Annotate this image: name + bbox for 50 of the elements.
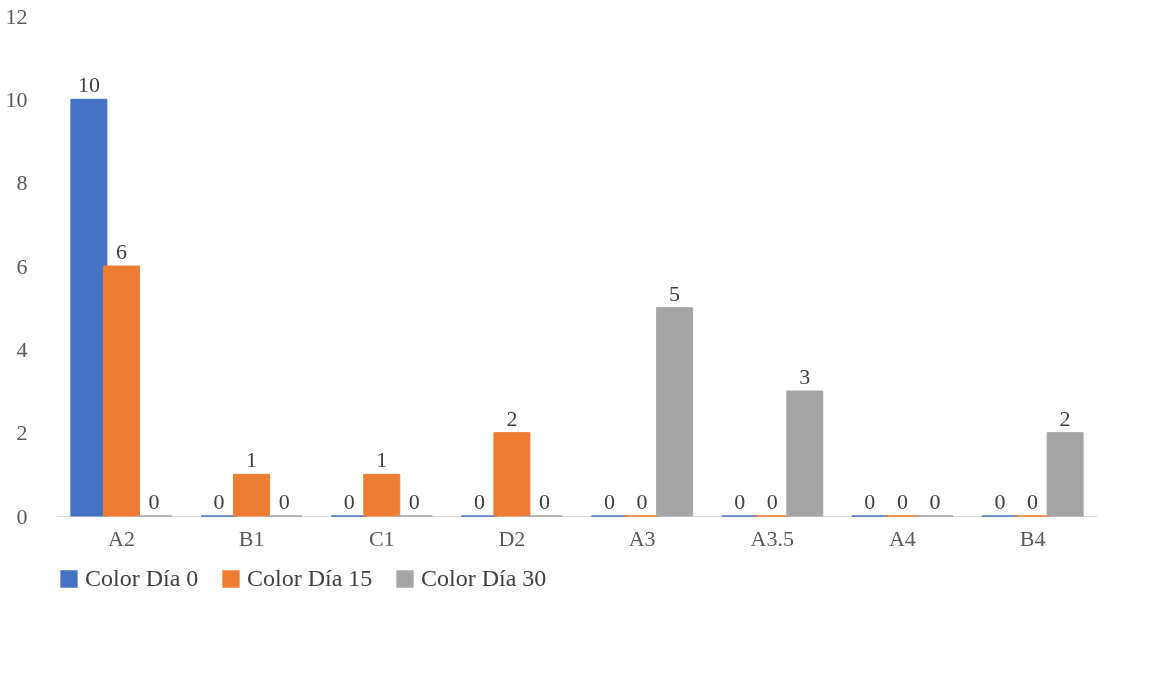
- data-label: 3: [799, 364, 811, 389]
- legend-label: Color Día 30: [421, 565, 547, 591]
- data-label: 2: [1059, 405, 1071, 431]
- data-label: 0: [734, 489, 746, 514]
- data-label: 0: [1027, 489, 1039, 514]
- data-label: 2: [506, 405, 518, 431]
- y-tick-label: 2: [16, 420, 28, 446]
- x-tick-label: C1: [368, 525, 395, 551]
- data-label: 0: [604, 489, 616, 514]
- data-label: 0: [766, 489, 778, 514]
- y-tick-label: 12: [5, 3, 28, 29]
- bar: [102, 265, 140, 517]
- data-label: 0: [213, 489, 225, 514]
- bar: [233, 473, 271, 517]
- data-label: 6: [115, 239, 127, 264]
- data-label: 0: [148, 489, 160, 514]
- y-tick-label: 6: [16, 253, 28, 279]
- bar: [493, 432, 531, 517]
- data-label: 0: [343, 489, 355, 514]
- x-tick-label: B4: [1019, 525, 1046, 551]
- data-label: 0: [994, 489, 1006, 514]
- bar: [786, 390, 824, 517]
- bar: [1046, 432, 1084, 517]
- y-tick-label: 10: [5, 86, 28, 112]
- y-tick-label: 4: [16, 336, 28, 362]
- bar: [70, 98, 108, 517]
- x-tick-label: A4: [888, 525, 916, 551]
- x-tick-label: A3: [628, 525, 656, 551]
- data-label: 1: [246, 447, 258, 473]
- y-tick-label: 0: [16, 503, 28, 529]
- x-tick-label: B1: [238, 525, 265, 551]
- bar: [656, 307, 694, 517]
- data-label: 10: [77, 72, 100, 98]
- data-label: 0: [636, 489, 648, 514]
- data-label: 1: [376, 447, 388, 473]
- data-label: 0: [408, 489, 420, 514]
- y-tick-label: 8: [16, 170, 28, 196]
- data-label: 0: [538, 489, 550, 514]
- x-tick-label: A2: [107, 525, 135, 551]
- legend-label: Color Día 0: [85, 565, 199, 591]
- data-label: 0: [929, 489, 941, 514]
- x-tick-label: A3.5: [750, 525, 794, 551]
- data-label: 0: [278, 489, 290, 514]
- x-tick-label: D2: [498, 525, 526, 551]
- data-label: 5: [669, 280, 681, 306]
- data-label: 0: [473, 489, 485, 514]
- legend-label: Color Día 15: [247, 565, 373, 591]
- bar: [363, 473, 401, 517]
- data-label: 0: [896, 489, 908, 514]
- data-label: 0: [864, 489, 876, 514]
